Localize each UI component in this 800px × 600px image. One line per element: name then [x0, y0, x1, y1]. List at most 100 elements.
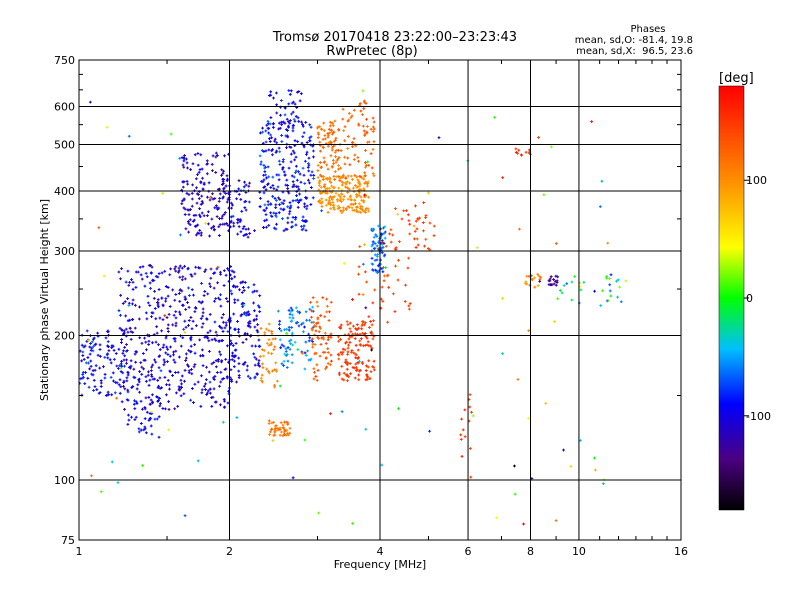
- data-point: [305, 207, 309, 211]
- data-point: [134, 400, 138, 404]
- data-point: [319, 327, 322, 330]
- data-point: [171, 374, 174, 377]
- data-point: [222, 269, 226, 273]
- data-point: [326, 135, 330, 139]
- data-point: [166, 286, 170, 289]
- data-point: [191, 162, 195, 166]
- data-point: [304, 197, 308, 200]
- data-point: [255, 314, 259, 318]
- data-point: [271, 175, 275, 179]
- data-point: [191, 319, 195, 323]
- data-point: [161, 191, 165, 195]
- data-point: [218, 298, 222, 301]
- data-point: [92, 389, 95, 392]
- data-point: [413, 237, 416, 241]
- data-point: [200, 388, 204, 392]
- data-point: [291, 343, 295, 347]
- data-point: [307, 156, 311, 160]
- data-point: [237, 225, 241, 229]
- data-point: [144, 311, 148, 315]
- data-point: [192, 293, 195, 297]
- data-point: [147, 339, 151, 343]
- data-point: [284, 354, 288, 358]
- data-point: [524, 150, 528, 154]
- data-point: [112, 379, 115, 383]
- data-point: [292, 151, 296, 155]
- data-point: [369, 127, 373, 131]
- data-point: [285, 420, 289, 424]
- data-point: [547, 283, 551, 286]
- data-point: [115, 381, 119, 385]
- data-point: [182, 180, 186, 184]
- data-point: [297, 170, 300, 174]
- data-point: [274, 203, 278, 207]
- data-point: [85, 340, 89, 343]
- data-point: [259, 327, 263, 330]
- data-point: [171, 288, 175, 292]
- data-point: [362, 187, 366, 191]
- data-point: [88, 345, 92, 349]
- data-point: [318, 140, 322, 144]
- data-point: [292, 184, 296, 188]
- data-point: [144, 431, 148, 435]
- data-point: [273, 385, 277, 389]
- data-point: [232, 312, 236, 316]
- data-point: [570, 298, 574, 302]
- data-point: [196, 459, 200, 463]
- data-point: [463, 408, 467, 412]
- data-point: [373, 253, 377, 257]
- data-point: [348, 341, 352, 344]
- data-point: [208, 329, 212, 333]
- data-point: [213, 320, 217, 324]
- data-point: [155, 325, 159, 329]
- data-point: [196, 152, 200, 155]
- data-point: [229, 219, 233, 223]
- data-point: [366, 125, 369, 128]
- data-point: [141, 265, 145, 269]
- data-point: [363, 332, 367, 335]
- data-point: [305, 150, 309, 154]
- data-point: [214, 151, 218, 155]
- data-point: [281, 208, 285, 212]
- data-point: [553, 279, 557, 283]
- data-point: [154, 340, 158, 344]
- data-point: [188, 294, 191, 297]
- data-point: [272, 96, 275, 100]
- data-point: [608, 289, 612, 293]
- data-point: [372, 240, 375, 244]
- data-point: [311, 340, 315, 343]
- data-point: [301, 124, 305, 128]
- data-point: [290, 326, 294, 329]
- data-point: [144, 375, 148, 379]
- data-point: [166, 353, 170, 356]
- data-point: [298, 310, 301, 314]
- data-point: [257, 338, 261, 342]
- data-point: [345, 180, 349, 184]
- data-point: [520, 153, 523, 157]
- data-point: [288, 209, 292, 213]
- data-point: [495, 516, 498, 520]
- data-point: [126, 370, 130, 374]
- data-point: [351, 145, 354, 149]
- data-point: [234, 348, 238, 352]
- data-point: [316, 136, 320, 140]
- data-point: [304, 340, 308, 344]
- x-tick-label: 8: [527, 545, 534, 558]
- data-point: [331, 158, 335, 162]
- data-point: [380, 463, 384, 467]
- data-point: [273, 137, 277, 141]
- data-point: [364, 165, 367, 169]
- data-point: [179, 233, 182, 237]
- data-point: [267, 175, 271, 179]
- data-point: [283, 121, 287, 125]
- data-point: [220, 316, 224, 320]
- data-point: [259, 196, 262, 200]
- data-point: [253, 376, 257, 380]
- data-point: [205, 162, 209, 166]
- data-point: [402, 209, 406, 213]
- data-point: [119, 294, 123, 297]
- data-point: [320, 336, 324, 340]
- data-point: [312, 149, 315, 153]
- data-point: [250, 344, 254, 348]
- data-point: [174, 321, 178, 325]
